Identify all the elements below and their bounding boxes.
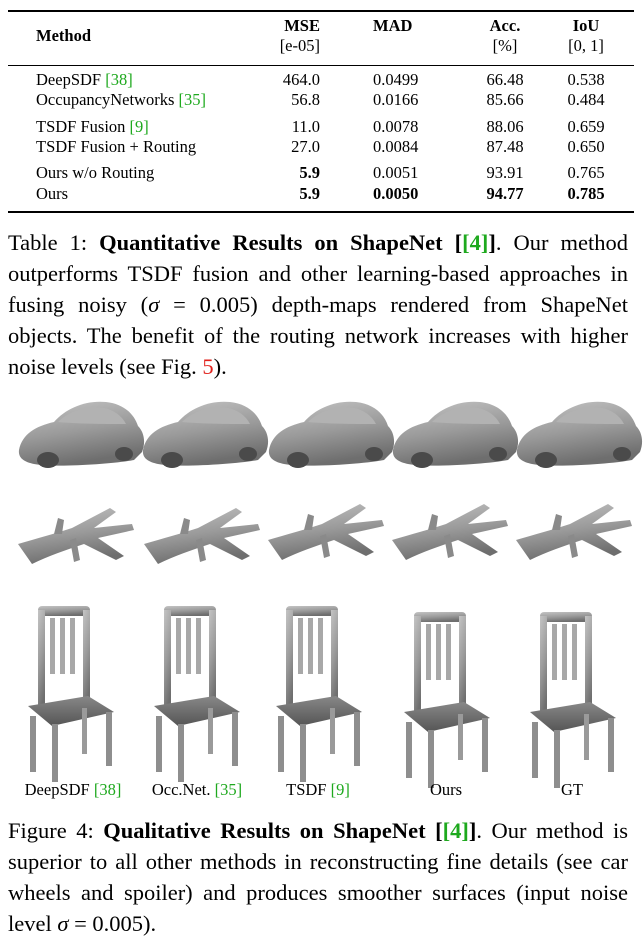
table-cell-mad: 0.0499 [373,70,418,90]
header-mse-unit: [e-05] [262,36,320,56]
table-cell-acc: 93.91 [476,163,534,183]
table-cell-acc: 66.48 [476,70,534,90]
render-car-deepsdf [19,402,144,468]
table-cell-mse: 5.9 [262,163,320,183]
table-row-method: TSDF Fusion [9] [36,117,149,137]
header-mse: MSE [262,16,320,36]
table-cell-iou: 0.484 [551,90,621,110]
render-chair-ours [404,612,490,788]
render-chair-gt [530,612,616,788]
table-cell-iou: 0.765 [551,163,621,183]
caption-label: Table 1: [8,230,87,255]
table-cell-iou: 0.659 [551,117,621,137]
table-cell-acc: 87.48 [476,137,534,157]
header-mad: MAD [373,16,412,36]
table-cell-iou: 0.785 [551,184,621,204]
table-row-method: DeepSDF [38] [36,70,133,90]
render-plane-occnet [144,508,260,564]
render-car-tsdf [269,402,394,468]
table-cell-iou: 0.650 [551,137,621,157]
table-top-rule [8,10,634,12]
qualitative-figure: DeepSDF [38] Occ.Net. [35] TSDF [9] Ours… [0,390,643,810]
table-row-method: OccupancyNetworks [35] [36,90,206,110]
render-car-gt [517,402,642,468]
render-chair-deepsdf [28,606,114,782]
caption-title: Qualitative Results on ShapeNet [103,818,425,843]
figure-ref-link[interactable]: 5 [202,354,213,379]
table-row-method: TSDF Fusion + Routing [36,137,196,157]
table-bottom-rule [8,211,634,213]
table-cell-mse: 11.0 [262,117,320,137]
table-cell-mad: 0.0050 [373,184,418,204]
header-method: Method [36,26,91,46]
caption-title: Quantitative Results on ShapeNet [99,230,443,255]
column-label: DeepSDF [38] [18,780,128,800]
table-cell-acc: 85.66 [476,90,534,110]
table-cell-acc: 88.06 [476,117,534,137]
table-row-method: Ours w/o Routing [36,163,154,183]
column-label: Ours [396,780,496,800]
table-cell-mad: 0.0084 [373,137,418,157]
table-cell-iou: 0.538 [551,70,621,90]
table-row-method: Ours [36,184,68,204]
table-header-rule [8,65,634,66]
render-plane-gt [516,504,632,560]
header-acc-unit: [%] [476,36,534,56]
render-chair-occnet [154,606,240,782]
table-cell-mad: 0.0078 [373,117,418,137]
column-label: GT [522,780,622,800]
render-plane-tsdf [268,504,384,560]
table-cell-mse: 5.9 [262,184,320,204]
table-cell-mad: 0.0166 [373,90,418,110]
render-plane-ours [392,504,508,560]
column-label: TSDF [9] [268,780,368,800]
table-cell-mse: 464.0 [262,70,320,90]
header-acc: Acc. [476,16,534,36]
table-cell-mse: 27.0 [262,137,320,157]
citation-link[interactable]: [4] [462,230,488,255]
render-grid [0,390,643,810]
render-car-ours [393,402,518,468]
citation-link[interactable]: [4] [443,818,469,843]
header-iou-unit: [0, 1] [551,36,621,56]
render-car-occnet [143,402,268,468]
caption-label: Figure 4: [8,818,94,843]
header-iou: IoU [551,16,621,36]
table-cell-acc: 94.77 [476,184,534,204]
table-caption: Table 1: Quantitative Results on ShapeNe… [8,227,628,382]
render-chair-tsdf [276,606,362,782]
figure-caption: Figure 4: Qualitative Results on ShapeNe… [8,815,628,939]
column-label: Occ.Net. [35] [142,780,252,800]
render-plane-deepsdf [18,508,134,564]
table-cell-mse: 56.8 [262,90,320,110]
table-cell-mad: 0.0051 [373,163,418,183]
